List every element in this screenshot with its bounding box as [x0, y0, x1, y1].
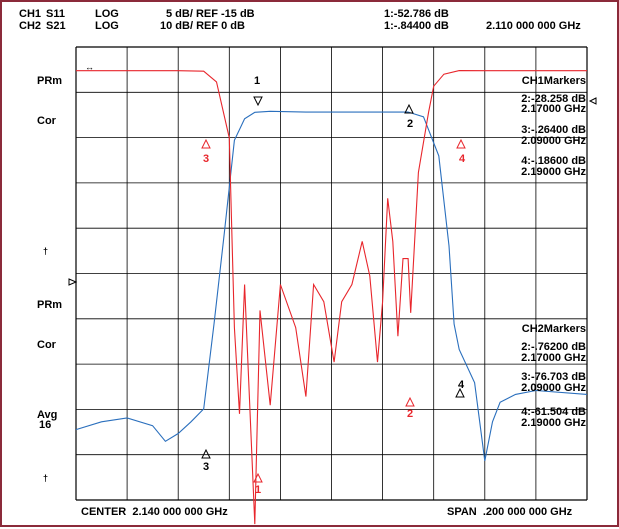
- ch1-label: CH1: [19, 8, 42, 20]
- marker-4-ch1-triangle-icon: [456, 138, 466, 149]
- s21-trace: [75, 110, 588, 462]
- marker-1-ch2-label: 1: [254, 75, 260, 87]
- marker-4-ch2-label: 4: [458, 379, 465, 391]
- cor-label-ch1: Cor: [37, 115, 56, 127]
- marker-2-ch1-label: 2: [407, 408, 413, 420]
- ch1-marker3-value: 3:-.26400 dB: [521, 124, 586, 136]
- ch2-format: LOG: [95, 20, 119, 32]
- avg-label: Avg: [37, 409, 58, 421]
- ch2-scale: 10 dB/ REF 0 dB: [160, 20, 245, 32]
- ch2-ref-arrow-icon: [68, 278, 78, 286]
- ch1-marker3-freq: 2.09000 GHz: [521, 135, 586, 147]
- marker-2-ch2-triangle-icon: [404, 103, 414, 114]
- span-frequency: SPAN .200 000 000 GHz: [447, 506, 573, 518]
- marker-2-ch2-label: 2: [407, 118, 413, 130]
- prm-label-ch2: PRm: [37, 299, 63, 311]
- ch2-marker3-freq: 2.09000 GHz: [521, 382, 586, 394]
- ch1-ref-arrow-icon: [588, 97, 597, 105]
- ch1-marker2-freq: 2.17000 GHz: [521, 103, 586, 115]
- s11-trace: [76, 70, 587, 525]
- ch1-format: LOG: [95, 8, 119, 20]
- ch2-label: CH2: [19, 20, 42, 32]
- active-marker-ch2: 1:-.84400 dB: [384, 20, 449, 32]
- ch1-marker4-value: 4:-.18600 dB: [521, 155, 586, 167]
- ch1-markers-title: CH1Markers: [521, 75, 586, 87]
- marker-1-ch1-label: 1: [255, 484, 261, 496]
- marker-1-ch2-triangle-icon: [253, 96, 263, 107]
- ch2-param: S21: [46, 20, 66, 32]
- active-marker-ch1: 1:-52.786 dB: [384, 8, 449, 20]
- marker-4-ch1-label: 4: [459, 153, 466, 165]
- ch1-marker4-freq: 2.19000 GHz: [521, 166, 586, 178]
- ch1-marker2-value: 2:-28.258 dB: [521, 93, 586, 105]
- ch2-marker3-value: 3:-76.703 dB: [521, 371, 586, 383]
- ch2-marker2-value: 2:-.76200 dB: [521, 341, 586, 353]
- ch1-param: S11: [46, 8, 65, 20]
- ch1-scale: 5 dB/ REF -15 dB: [166, 8, 255, 20]
- marker-2-ch1-triangle-icon: [405, 396, 415, 407]
- marker-3-ch2-triangle-icon: [201, 448, 211, 459]
- marker-frequency: 2.110 000 000 GHz: [486, 20, 581, 32]
- marker-4-ch2-triangle-icon: [455, 387, 465, 398]
- marker-1-ch1-triangle-icon: [253, 472, 263, 483]
- marker-3-ch1-triangle-icon: [201, 138, 211, 149]
- dagger-mark-1: †: [43, 246, 49, 256]
- cor-label-ch2: Cor: [37, 339, 56, 351]
- dagger-mark-2: †: [43, 473, 49, 483]
- avg-count: 16: [39, 419, 52, 431]
- ch2-marker4-value: 4:-61.504 dB: [521, 406, 586, 418]
- marker-3-ch1-label: 3: [203, 153, 209, 165]
- ch2-marker2-freq: 2.17000 GHz: [521, 352, 586, 364]
- ch2-marker4-freq: 2.19000 GHz: [521, 417, 586, 429]
- marker-3-ch2-label: 3: [203, 461, 209, 473]
- center-frequency: CENTER 2.140 000 000 GHz: [81, 506, 228, 518]
- ref-tick-icon: ↔: [85, 62, 94, 72]
- ch2-markers-title: CH2Markers: [521, 323, 586, 335]
- prm-label-ch1: PRm: [37, 75, 63, 87]
